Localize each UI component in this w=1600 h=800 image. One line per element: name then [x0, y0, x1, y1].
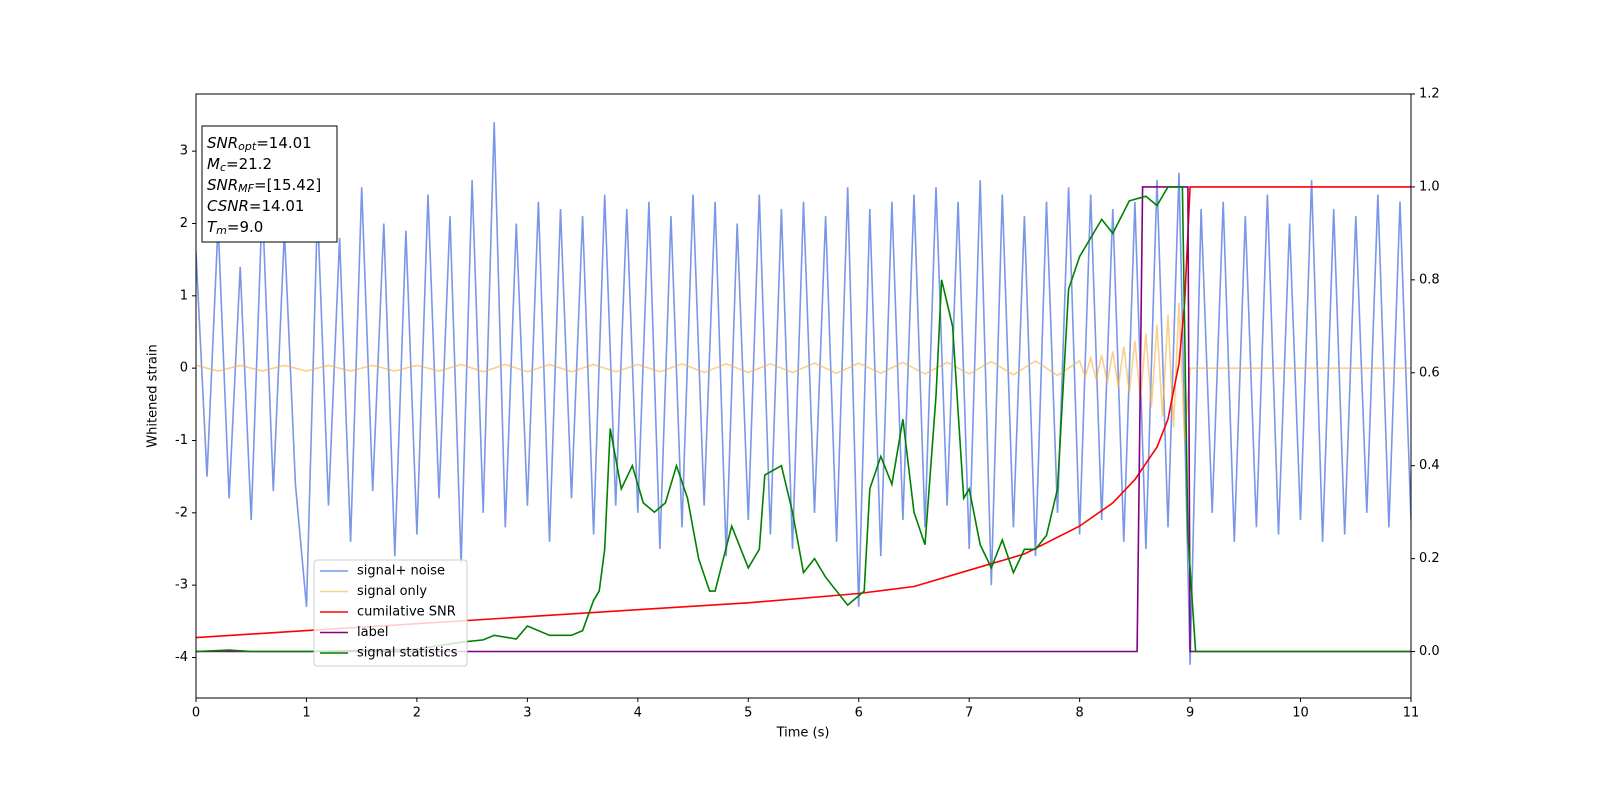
- x-tick-label: 2: [413, 706, 421, 721]
- annotation-sub: c: [220, 161, 226, 174]
- legend-label: label: [357, 625, 388, 640]
- y-tick-label: -4: [175, 650, 188, 665]
- x-axis-label: Time (s): [776, 726, 830, 741]
- y2-tick-label: 0.8: [1419, 272, 1440, 287]
- y2-tick-label: 1.2: [1419, 87, 1440, 102]
- x-tick-label: 8: [1075, 706, 1083, 721]
- y2-tick-label: 0.2: [1419, 551, 1440, 566]
- x-tick-label: 11: [1403, 706, 1420, 721]
- annotation-name: CSNR: [207, 197, 249, 215]
- annotation-value: =14.01: [249, 197, 305, 215]
- y-axis-label: Whitened strain: [146, 344, 161, 447]
- annotation: SNRMF=[15.42]: [207, 176, 321, 196]
- legend-label: signal only: [357, 584, 427, 599]
- x-tick-label: 1: [302, 706, 310, 721]
- annotation: Tm=9.0: [207, 218, 263, 238]
- annotation: SNRopt=14.01: [207, 134, 312, 154]
- y2-tick-label: 0.0: [1419, 644, 1440, 659]
- annotation-value: =[15.42]: [254, 176, 321, 194]
- x-tick-label: 5: [744, 706, 752, 721]
- annotation-value: =9.0: [227, 218, 263, 236]
- annotation: CSNR=14.01: [207, 197, 304, 215]
- legend-box: [313, 559, 468, 667]
- y-tick-label: 3: [180, 144, 188, 159]
- annotation: Mc=21.2: [207, 155, 272, 175]
- y2-tick-label: 0.6: [1419, 365, 1440, 380]
- annotation-sub: MF: [238, 182, 254, 195]
- x-tick-label: 10: [1292, 706, 1309, 721]
- y-tick-label: -1: [175, 433, 188, 448]
- annotation-name: T: [207, 218, 218, 236]
- annotation-box: [201, 125, 338, 243]
- x-tick-label: 0: [192, 706, 200, 721]
- y2-tick-label: 0.4: [1419, 458, 1440, 473]
- y-tick-label: 1: [180, 288, 188, 303]
- y-tick-label: -2: [175, 505, 188, 520]
- annotation-name: SNR: [207, 176, 238, 194]
- annotation-name: SNR: [207, 134, 238, 152]
- annotation-value: =14.01: [256, 134, 312, 152]
- annotation-sub: opt: [238, 140, 257, 153]
- y-tick-label: -3: [175, 578, 188, 593]
- series-line: [196, 186, 1411, 653]
- y-tick-label: 0: [180, 361, 188, 376]
- series-line: [196, 122, 1411, 665]
- x-tick-label: 6: [855, 706, 863, 721]
- y-tick-label: 2: [180, 216, 188, 231]
- legend-label: signal+ noise: [357, 564, 445, 579]
- annotation-name: M: [207, 155, 220, 173]
- x-tick-label: 9: [1186, 706, 1194, 721]
- y2-tick-label: 1.0: [1419, 179, 1440, 194]
- annotation-value: =21.2: [226, 155, 272, 173]
- series-line: [196, 186, 1411, 639]
- annotation-sub: m: [216, 224, 227, 237]
- plot-frame: [195, 93, 1412, 699]
- legend-label: cumilative SNR: [357, 605, 456, 620]
- x-tick-label: 7: [965, 706, 973, 721]
- legend-label: signal statistics: [357, 646, 458, 661]
- x-tick-label: 3: [523, 706, 531, 721]
- x-tick-label: 4: [634, 706, 642, 721]
